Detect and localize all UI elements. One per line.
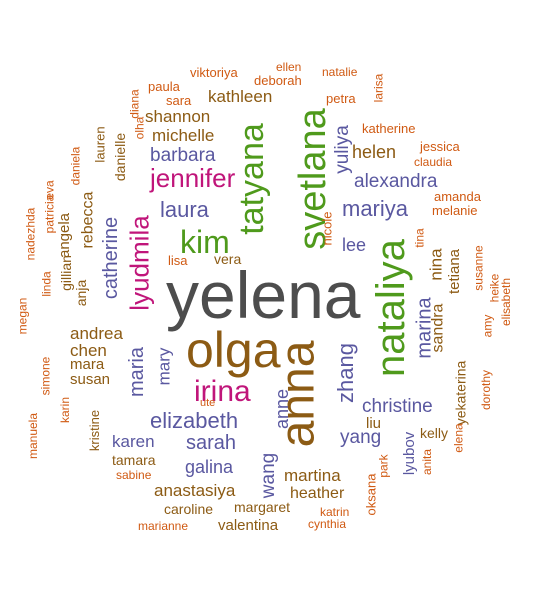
word-andrea: andrea [70,324,123,343]
word-mary: mary [154,347,174,386]
word-lisa: lisa [168,253,188,268]
word-galina: galina [185,457,234,477]
word-mariya: mariya [342,196,409,221]
word-vera: vera [214,251,242,267]
word-megan: megan [15,297,30,335]
word-olha: olha [132,116,147,140]
word-tamara: tamara [112,452,156,468]
word-jennifer: jennifer [150,163,236,193]
word-patricia: patricia [42,194,57,234]
word-tetiana: tetiana [446,248,464,295]
word-kathleen: kathleen [208,87,273,106]
word-amanda: amanda [434,189,481,204]
word-katrin: katrin [320,505,350,519]
word-elisabeth: elisabeth [499,277,514,327]
word-laura: laura [160,197,209,222]
word-mara: mara [70,356,105,373]
word-natalie: natalie [322,65,358,79]
word-shannon: shannon [145,107,211,126]
word-marianne: marianne [138,519,189,533]
word-linda: linda [39,271,54,297]
word-gillian: gillian [57,255,74,291]
word-catherine: catherine [100,216,123,300]
word-elena: elena [451,423,466,453]
word-tatyana: tatyana [232,123,271,235]
word-susanne: susanne [471,245,486,291]
word-melanie: melanie [432,203,478,218]
word-kelly: kelly [420,425,449,441]
word-chen: chen [70,341,107,360]
word-claudia: claudia [414,155,453,169]
word-dorothy: dorothy [479,369,494,411]
word-nicole: nicole [319,211,335,246]
word-park: park [376,454,391,478]
word-ute: ute [200,397,216,409]
word-manuela: manuela [26,412,41,460]
word-yelena: yelena [166,258,361,332]
word-daniela: daniela [68,146,83,186]
word-anita: anita [420,448,435,476]
word-yuliya: yuliya [331,125,353,174]
word-jessica: jessica [420,139,460,154]
word-larisa: larisa [371,73,386,103]
word-yang: yang [340,427,382,448]
word-heather: heather [290,485,345,502]
word-deborah: deborah [254,73,302,88]
word-irina: irina [194,375,251,408]
word-tina: tina [412,228,427,248]
word-lyubov: lyubov [401,431,419,476]
word-alexandra: alexandra [354,171,438,192]
word-martina: martina [284,466,341,485]
word-kristine: kristine [87,409,103,452]
word-caroline: caroline [164,501,214,517]
word-sandra: sandra [429,303,447,353]
word-diana: diana [127,89,142,119]
word-zhang: zhang [332,343,358,403]
word-katherine: katherine [362,121,416,136]
word-margaret: margaret [234,499,291,515]
word-eva: eva [42,180,57,200]
word-danielle: danielle [112,132,129,182]
word-wang: wang [258,452,280,499]
word-oksana: oksana [363,473,379,516]
word-christine: christine [362,396,433,417]
word-lee: lee [342,235,367,255]
word-olga: olga [186,322,281,378]
word-lyudmila: lyudmila [124,215,155,311]
word-anne: anne [272,388,293,430]
word-sarah: sarah [186,432,237,454]
word-sabine: sabine [116,468,152,482]
word-paula: paula [148,79,180,94]
word-anastasiya: anastasiya [154,481,236,500]
word-sara: sara [166,93,192,108]
word-karen: karen [112,432,155,451]
word-barbara: barbara [150,145,216,166]
word-nataliya: nataliya [368,239,413,377]
word-amy: amy [480,314,495,338]
word-cynthia: cynthia [308,517,347,531]
word-helen: helen [352,142,397,162]
word-kim: kim [180,224,230,260]
word-ellen: ellen [276,60,302,74]
word-susan: susan [70,371,111,388]
word-liu: liu [366,415,382,432]
word-anja: anja [73,279,90,307]
word-nina: nina [426,248,446,281]
word-rebecca: rebecca [79,191,97,249]
word-karin: karin [58,396,73,424]
word-elizabeth: elizabeth [150,408,239,433]
word-angela: angela [56,212,74,259]
word-maria: maria [126,346,149,398]
word-nadezhda: nadezhda [23,207,38,261]
word-yekaterina: yekaterina [452,360,469,426]
word-michelle: michelle [152,126,215,145]
word-lauren: lauren [92,126,108,163]
word-petra: petra [326,91,356,106]
word-simone: simone [38,356,53,396]
word-valentina: valentina [218,517,279,534]
word-viktoriya: viktoriya [190,65,238,80]
